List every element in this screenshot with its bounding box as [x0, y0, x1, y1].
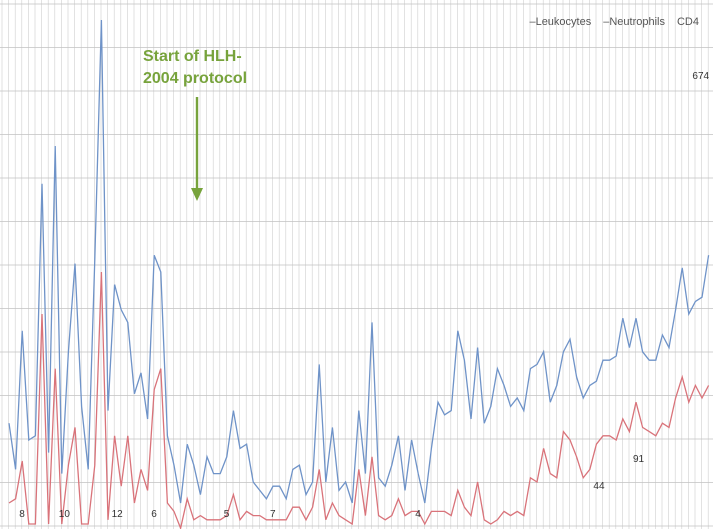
cd4-value-label: 12: [111, 509, 123, 520]
cd4-value-label: 674: [692, 71, 710, 82]
cd4-value-label: 44: [593, 481, 605, 492]
legend-leukocytes: –Leukocytes: [529, 16, 592, 28]
cd4-value-label: 4: [415, 509, 421, 520]
series-lines: [8, 19, 710, 529]
arrow-head: [191, 188, 203, 201]
legend-cd4: CD4: [676, 16, 699, 28]
legend: –Leukocytes –Neutrophils CD4: [529, 16, 699, 28]
legend-neutrophils: –Neutrophils: [603, 16, 665, 28]
annotation-line-1: Start of HLH-: [143, 48, 242, 65]
cd4-value-label: 10: [58, 509, 70, 520]
protocol-annotation: Start of HLH- 2004 protocol: [143, 46, 283, 90]
cd4-value-label: 8: [19, 509, 25, 520]
cd4-value-label: 91: [633, 454, 645, 465]
cd4-value-label: 7: [270, 509, 276, 520]
cd4-value-label: 6: [151, 509, 157, 520]
cd4-value-label: 5: [223, 509, 230, 520]
annotation-line-2: 2004 protocol: [143, 70, 248, 87]
annotation-arrow: [191, 97, 203, 201]
